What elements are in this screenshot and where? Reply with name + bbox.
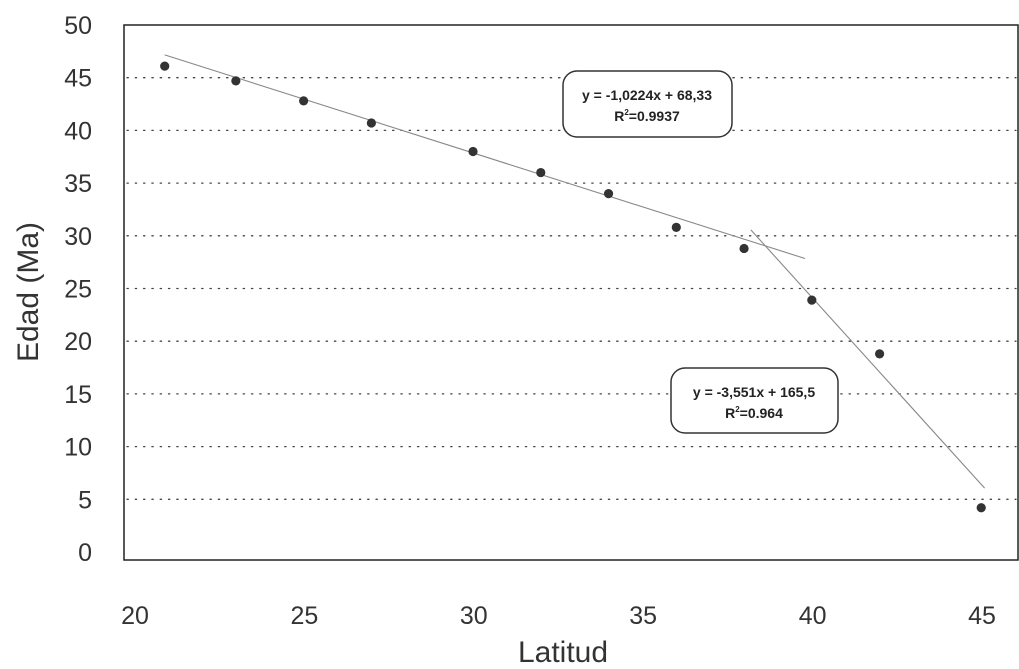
- x-tick-label-1: 25: [290, 602, 318, 630]
- x-axis-label: Latitud: [518, 636, 608, 669]
- data-point-2: [299, 96, 309, 106]
- trendline-2-label-box: [670, 367, 839, 434]
- data-point-0: [160, 61, 170, 71]
- trendline-1-equation: y = -1,0224x + 68,33: [582, 87, 712, 103]
- trendline-1-label-box: [562, 70, 733, 138]
- y-tick-label-1: 5: [78, 486, 92, 514]
- y-tick-label-7: 35: [64, 170, 92, 198]
- trendline-2-r2: R2=0.964: [725, 405, 783, 421]
- data-point-6: [603, 189, 614, 199]
- data-point-7: [671, 222, 681, 232]
- grid-lines: [126, 77, 1017, 500]
- data-point-10: [874, 349, 885, 359]
- y-tick-label-9: 45: [64, 65, 92, 93]
- y-axis-ticks: 0 5 10 15 20 25 30 35 40 45 50: [64, 12, 92, 567]
- y-tick-label-2: 10: [64, 434, 92, 462]
- data-point-3: [366, 118, 376, 128]
- y-tick-label-5: 25: [64, 276, 92, 304]
- y-tick-label-10: 50: [64, 12, 92, 40]
- trendline-1-label: y = -1,0224x + 68,33 R2=0.9937: [562, 70, 733, 138]
- x-tick-label-2: 30: [460, 602, 488, 630]
- y-tick-label-0: 0: [78, 539, 92, 567]
- y-tick-label-6: 30: [64, 223, 92, 251]
- data-point-9: [807, 295, 817, 305]
- x-tick-label-0: 20: [121, 602, 149, 630]
- y-axis-label: Edad (Ma): [12, 222, 45, 362]
- trendline-2-label: y = -3,551x + 165,5 R2=0.964: [670, 367, 839, 434]
- data-point-5: [536, 167, 546, 178]
- x-tick-label-4: 40: [799, 602, 827, 630]
- data-points: [160, 61, 986, 513]
- trendlines: [164, 54, 986, 489]
- data-point-11: [976, 503, 986, 513]
- trendline-1: [164, 54, 806, 260]
- x-axis-ticks: 20 25 30 35 40 45: [121, 602, 996, 630]
- y-tick-label-4: 20: [64, 328, 92, 356]
- trendline-2: [750, 229, 986, 489]
- y-tick-label-8: 40: [64, 117, 92, 145]
- plot-area-frame: [123, 24, 1019, 561]
- y-tick-label-3: 15: [64, 381, 92, 409]
- trendline-1-r2: R2=0.9937: [614, 108, 680, 124]
- x-tick-label-3: 35: [629, 602, 657, 630]
- x-tick-label-5: 45: [968, 602, 996, 630]
- trendline-2-equation: y = -3,551x + 165,5: [693, 384, 815, 400]
- data-point-1: [231, 76, 241, 86]
- data-point-4: [468, 146, 478, 157]
- data-point-8: [739, 243, 749, 254]
